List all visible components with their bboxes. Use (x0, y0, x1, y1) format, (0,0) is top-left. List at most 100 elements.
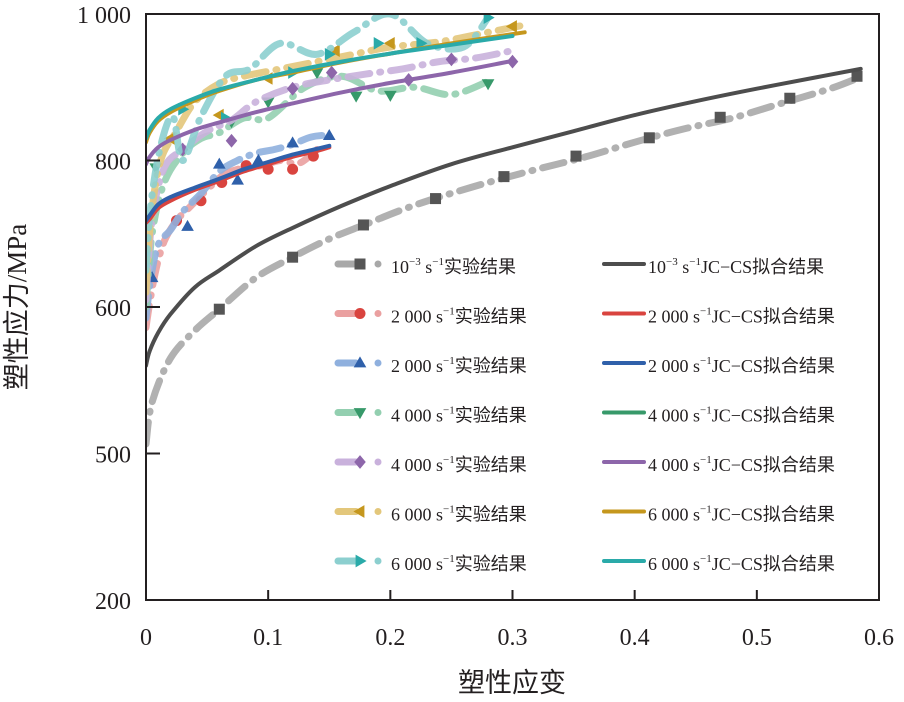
legend-dot (374, 359, 382, 367)
legend-item-fit: 4 000 s−1JC−CS拟合结果 (602, 405, 835, 426)
fit-series-11 (147, 58, 515, 166)
legend-item-fit: 2 000 s−1JC−CS拟合结果 (602, 306, 835, 327)
data-point-marker (324, 47, 336, 61)
data-point-marker (570, 150, 582, 162)
data-point-marker (349, 91, 363, 103)
data-point-marker (505, 20, 517, 33)
x-tick-label: 0.3 (498, 625, 528, 651)
legend-marker (353, 505, 365, 518)
fit-curve (147, 58, 515, 166)
data-point-marker (643, 132, 655, 144)
data-point-marker (181, 219, 194, 231)
legend-label: 6 000 s−1实验结果 (391, 504, 527, 525)
x-tick-label: 0.1 (253, 625, 283, 651)
legend-dot (374, 310, 382, 317)
legend-item-experiment: 6 000 s−1实验结果 (334, 553, 527, 574)
legend-marker (353, 356, 367, 368)
series-layer (147, 15, 865, 448)
x-tick-label: 0.6 (864, 625, 894, 651)
legend-label: 4 000 s−1JC−CS拟合结果 (648, 454, 835, 475)
legend-label: 6 000 s−1实验结果 (391, 553, 527, 574)
experiment-curve (147, 73, 865, 448)
fit-series-7 (147, 66, 863, 368)
legend-item-fit: 4 000 s−1JC−CS拟合结果 (602, 454, 835, 475)
y-tick-label: 200 (95, 589, 131, 615)
y-tick-label: 800 (95, 150, 131, 176)
data-point-marker (384, 90, 397, 102)
experiment-curve (147, 47, 516, 304)
legend-label: 4 000 s−1实验结果 (391, 405, 527, 426)
data-point-marker (287, 251, 299, 263)
data-point-marker (212, 108, 224, 122)
legend-label: 2 000 s−1实验结果 (391, 355, 527, 376)
y-axis: 1 000 800 600 500 200 (77, 3, 160, 615)
fit-series-13 (147, 34, 515, 141)
legend-dot (374, 409, 382, 416)
x-axis: 0 0.1 0.2 0.3 0.4 0.5 0.6 (140, 590, 894, 651)
legend-item-experiment: 10−3 s−1实验结果 (334, 256, 516, 277)
legend-label: 6 000 s−1JC−CS拟合结果 (648, 553, 835, 574)
data-point-marker (714, 111, 726, 123)
x-tick-label: 0.4 (620, 625, 650, 651)
legend-item-fit: 2 000 s−1JC−CS拟合结果 (602, 355, 835, 376)
data-point-marker (416, 36, 428, 50)
legend-marker (355, 554, 367, 568)
fit-curve (147, 145, 332, 225)
legend: 10−3 s−1实验结果 2 000 s−1实验结果 2 000 s−1实验结果 4 … (334, 256, 835, 574)
y-tick-label: 500 (95, 443, 131, 469)
data-point-marker (483, 15, 495, 24)
legend-label: 10−3 s−1JC−CS拟合结果 (648, 256, 824, 277)
legend-marker (354, 308, 366, 319)
y-tick-label: 1 000 (77, 3, 131, 29)
fit-series-8 (147, 145, 332, 225)
experiment-curve (147, 15, 492, 274)
fit-curve (147, 66, 863, 368)
data-point-marker (851, 70, 863, 82)
y-axis-title: 塑性应力/MPa (2, 224, 32, 391)
fit-curve (147, 143, 332, 223)
data-point-marker (357, 219, 369, 231)
data-point-marker (286, 81, 299, 96)
experiment-curve (147, 72, 492, 311)
legend-label: 2 000 s−1JC−CS拟合结果 (648, 355, 835, 376)
fit-series-9 (147, 143, 332, 223)
legend-item-experiment: 2 000 s−1实验结果 (334, 355, 527, 376)
legend-label: 4 000 s−1实验结果 (391, 454, 527, 475)
experiment-series-0 (147, 70, 865, 448)
data-point-marker (328, 44, 340, 57)
x-tick-label: 0.5 (742, 625, 772, 651)
data-point-marker (445, 52, 458, 67)
experiment-curve (147, 21, 529, 296)
data-point-marker (213, 303, 225, 315)
legend-dot (374, 260, 382, 268)
data-point-marker (373, 36, 385, 50)
fit-curve (147, 34, 515, 141)
data-point-marker (325, 65, 338, 80)
legend-item-experiment: 6 000 s−1实验结果 (334, 504, 527, 525)
y-tick-label: 600 (95, 296, 131, 322)
data-point-marker (498, 171, 510, 183)
data-point-marker (310, 68, 324, 80)
data-point-marker (225, 133, 238, 148)
data-point-marker (212, 157, 226, 169)
x-axis-title: 塑性应变 (458, 668, 566, 698)
data-point-marker (286, 136, 299, 148)
x-tick-label: 0 (140, 625, 152, 651)
legend-marker (354, 258, 366, 270)
x-tick-label: 0.2 (375, 625, 405, 651)
legend-label: 10−3 s−1实验结果 (391, 256, 516, 277)
legend-item-fit: 10−3 s−1JC−CS拟合结果 (602, 256, 824, 277)
legend-dot (374, 557, 382, 565)
legend-item-fit: 6 000 s−1JC−CS拟合结果 (602, 504, 835, 525)
data-point-marker (383, 36, 395, 50)
legend-item-fit: 6 000 s−1JC−CS拟合结果 (602, 553, 835, 574)
legend-marker (354, 455, 366, 469)
data-point-marker (430, 193, 442, 205)
data-point-marker (322, 128, 336, 140)
legend-item-experiment: 4 000 s−1实验结果 (334, 405, 527, 426)
legend-label: 6 000 s−1JC−CS拟合结果 (648, 504, 835, 525)
legend-dot (374, 508, 382, 515)
legend-label: 2 000 s−1实验结果 (391, 306, 527, 327)
data-point-marker (784, 92, 796, 104)
